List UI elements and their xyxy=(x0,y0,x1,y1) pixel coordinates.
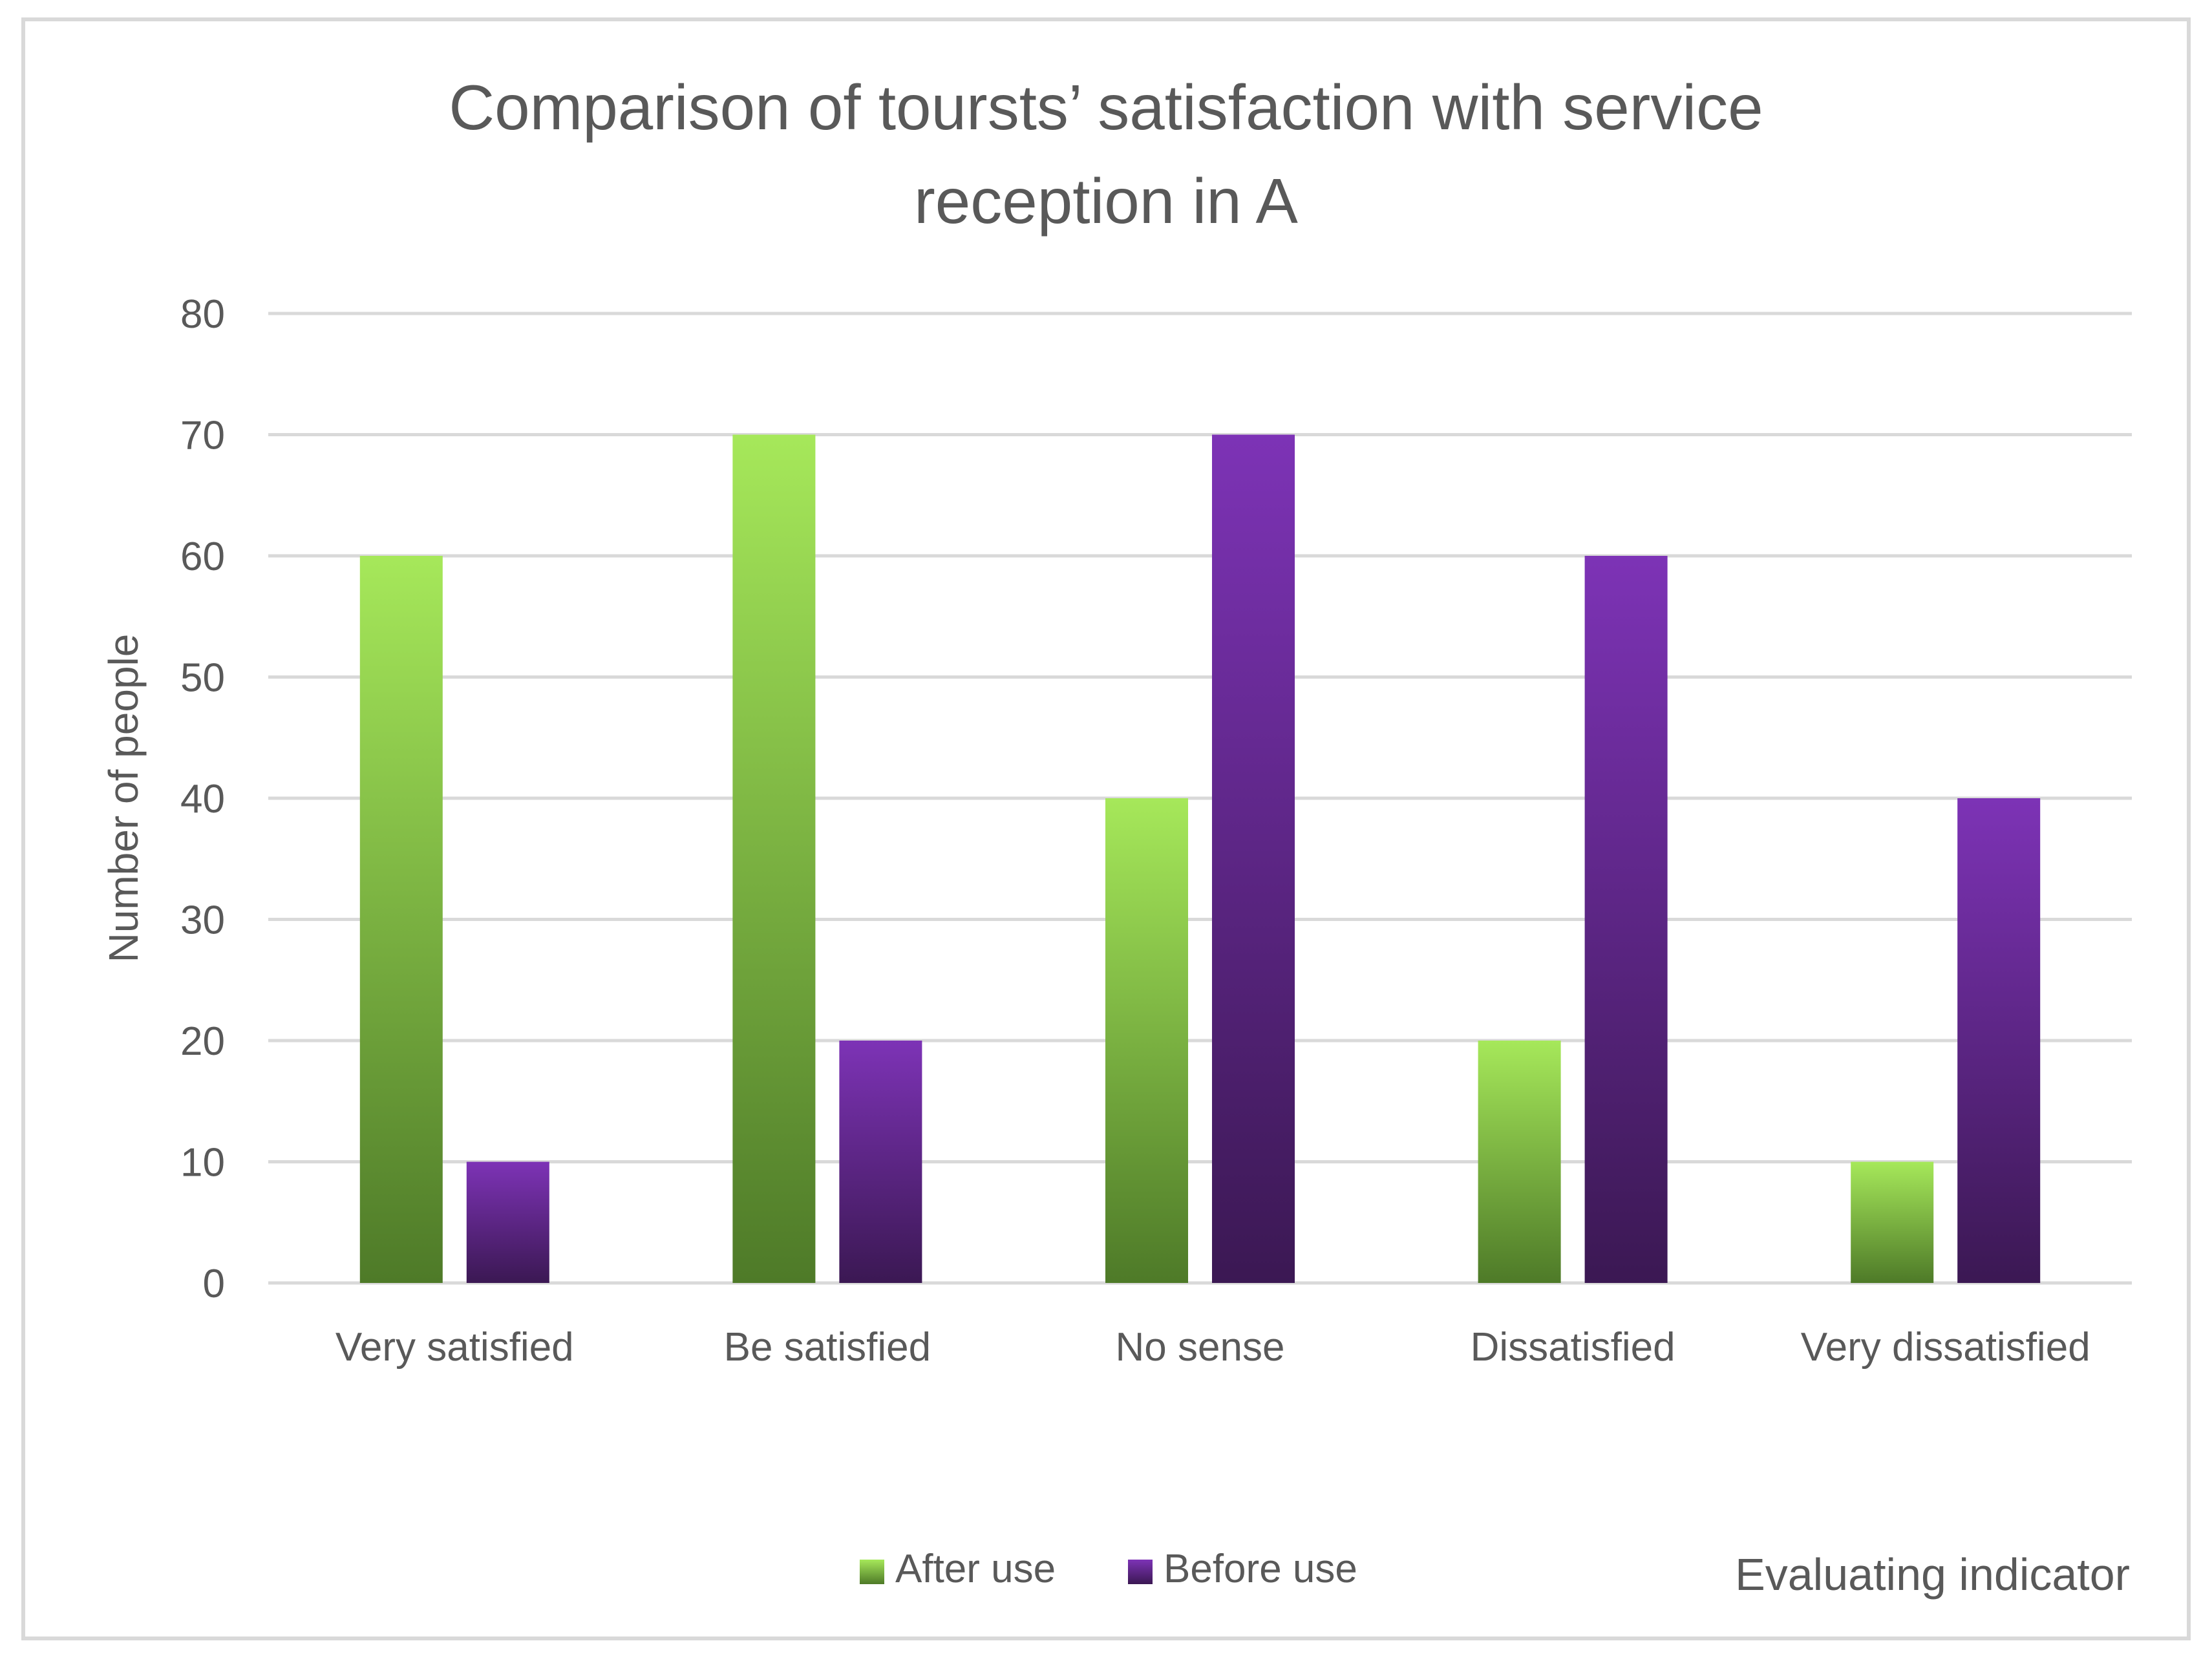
y-tick-label: 0 xyxy=(203,1262,225,1306)
x-tick-labels: Very satisfied Be satisfied No sense Dissat… xyxy=(335,1325,2090,1370)
bar-before-use xyxy=(1957,798,2041,1283)
legend-swatch-after-use xyxy=(860,1560,884,1584)
y-tick-label: 20 xyxy=(180,1019,225,1064)
bar-before-use xyxy=(839,1041,922,1283)
y-tick-label: 50 xyxy=(180,656,225,701)
x-tick-label: Dissatisfied xyxy=(1471,1325,1675,1370)
bar-before-use xyxy=(1212,434,1295,1283)
bar-before-use xyxy=(1584,556,1668,1283)
y-tick-label: 60 xyxy=(180,535,225,579)
legend-label-after-use: After use xyxy=(895,1547,1056,1591)
x-axis-label: Evaluating indicator xyxy=(1735,1549,2130,1600)
y-tick-labels: 0 10 20 30 40 50 60 70 80 xyxy=(180,292,225,1306)
chart-title-line-1: Comparison of toursts’ satisfaction with… xyxy=(449,72,1763,143)
bar-after-use xyxy=(1105,798,1188,1283)
x-tick-label: No sense xyxy=(1116,1325,1285,1370)
bars xyxy=(359,434,2041,1283)
y-axis-label: Number of people xyxy=(100,634,147,963)
bar-after-use xyxy=(1478,1041,1561,1283)
y-tick-label: 80 xyxy=(180,292,225,337)
gridlines xyxy=(268,312,2132,1285)
bar-before-use xyxy=(466,1161,549,1283)
x-tick-label: Very satisfied xyxy=(335,1325,574,1370)
bar-after-use xyxy=(732,434,816,1283)
legend: After use Before use xyxy=(860,1547,1357,1591)
legend-label-before-use: Before use xyxy=(1164,1547,1357,1591)
y-tick-label: 40 xyxy=(180,777,225,821)
x-tick-label: Be satisfied xyxy=(724,1325,931,1370)
y-tick-label: 30 xyxy=(180,898,225,943)
y-tick-label: 70 xyxy=(180,414,225,458)
x-tick-label: Very dissatisfied xyxy=(1801,1325,2090,1370)
y-tick-label: 10 xyxy=(180,1141,225,1185)
bar-after-use xyxy=(359,556,443,1283)
legend-swatch-before-use xyxy=(1128,1560,1153,1584)
chart-title-line-2: reception in A xyxy=(914,165,1298,237)
bar-after-use xyxy=(1851,1161,1934,1283)
